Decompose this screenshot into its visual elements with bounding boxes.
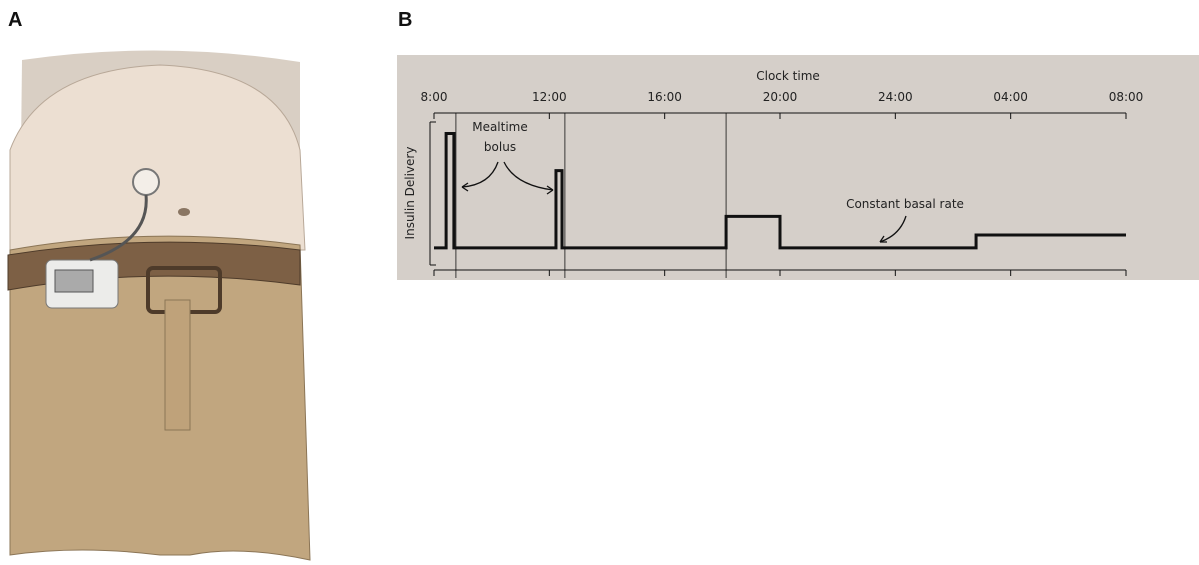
x-axis-label: Clock time xyxy=(756,69,820,83)
y-axis-label: Insulin Delivery xyxy=(403,147,417,240)
x-tick-label: 08:00 xyxy=(1109,90,1144,104)
chart-background xyxy=(397,55,1199,280)
x-tick-label: 24:00 xyxy=(878,90,913,104)
panel-label: B xyxy=(398,9,412,31)
x-tick-label: 04:00 xyxy=(993,90,1028,104)
figure: A B Clock time 8:00 12:00 16:00 20:00 24:00 04… xyxy=(0,0,1199,561)
x-tick-label: 8:00 xyxy=(421,90,448,104)
x-tick-label: 16:00 xyxy=(647,90,682,104)
annotation: bolus xyxy=(484,140,516,154)
illustration xyxy=(8,50,310,560)
panel-label: A xyxy=(8,9,22,31)
annotation: Mealtime xyxy=(472,120,528,134)
annotation: Constant basal rate xyxy=(846,197,964,211)
x-tick-label: 20:00 xyxy=(763,90,798,104)
x-tick-label: 12:00 xyxy=(532,90,567,104)
page: {"panels":["A","B"], "chart_data":{"type… xyxy=(0,0,1199,565)
